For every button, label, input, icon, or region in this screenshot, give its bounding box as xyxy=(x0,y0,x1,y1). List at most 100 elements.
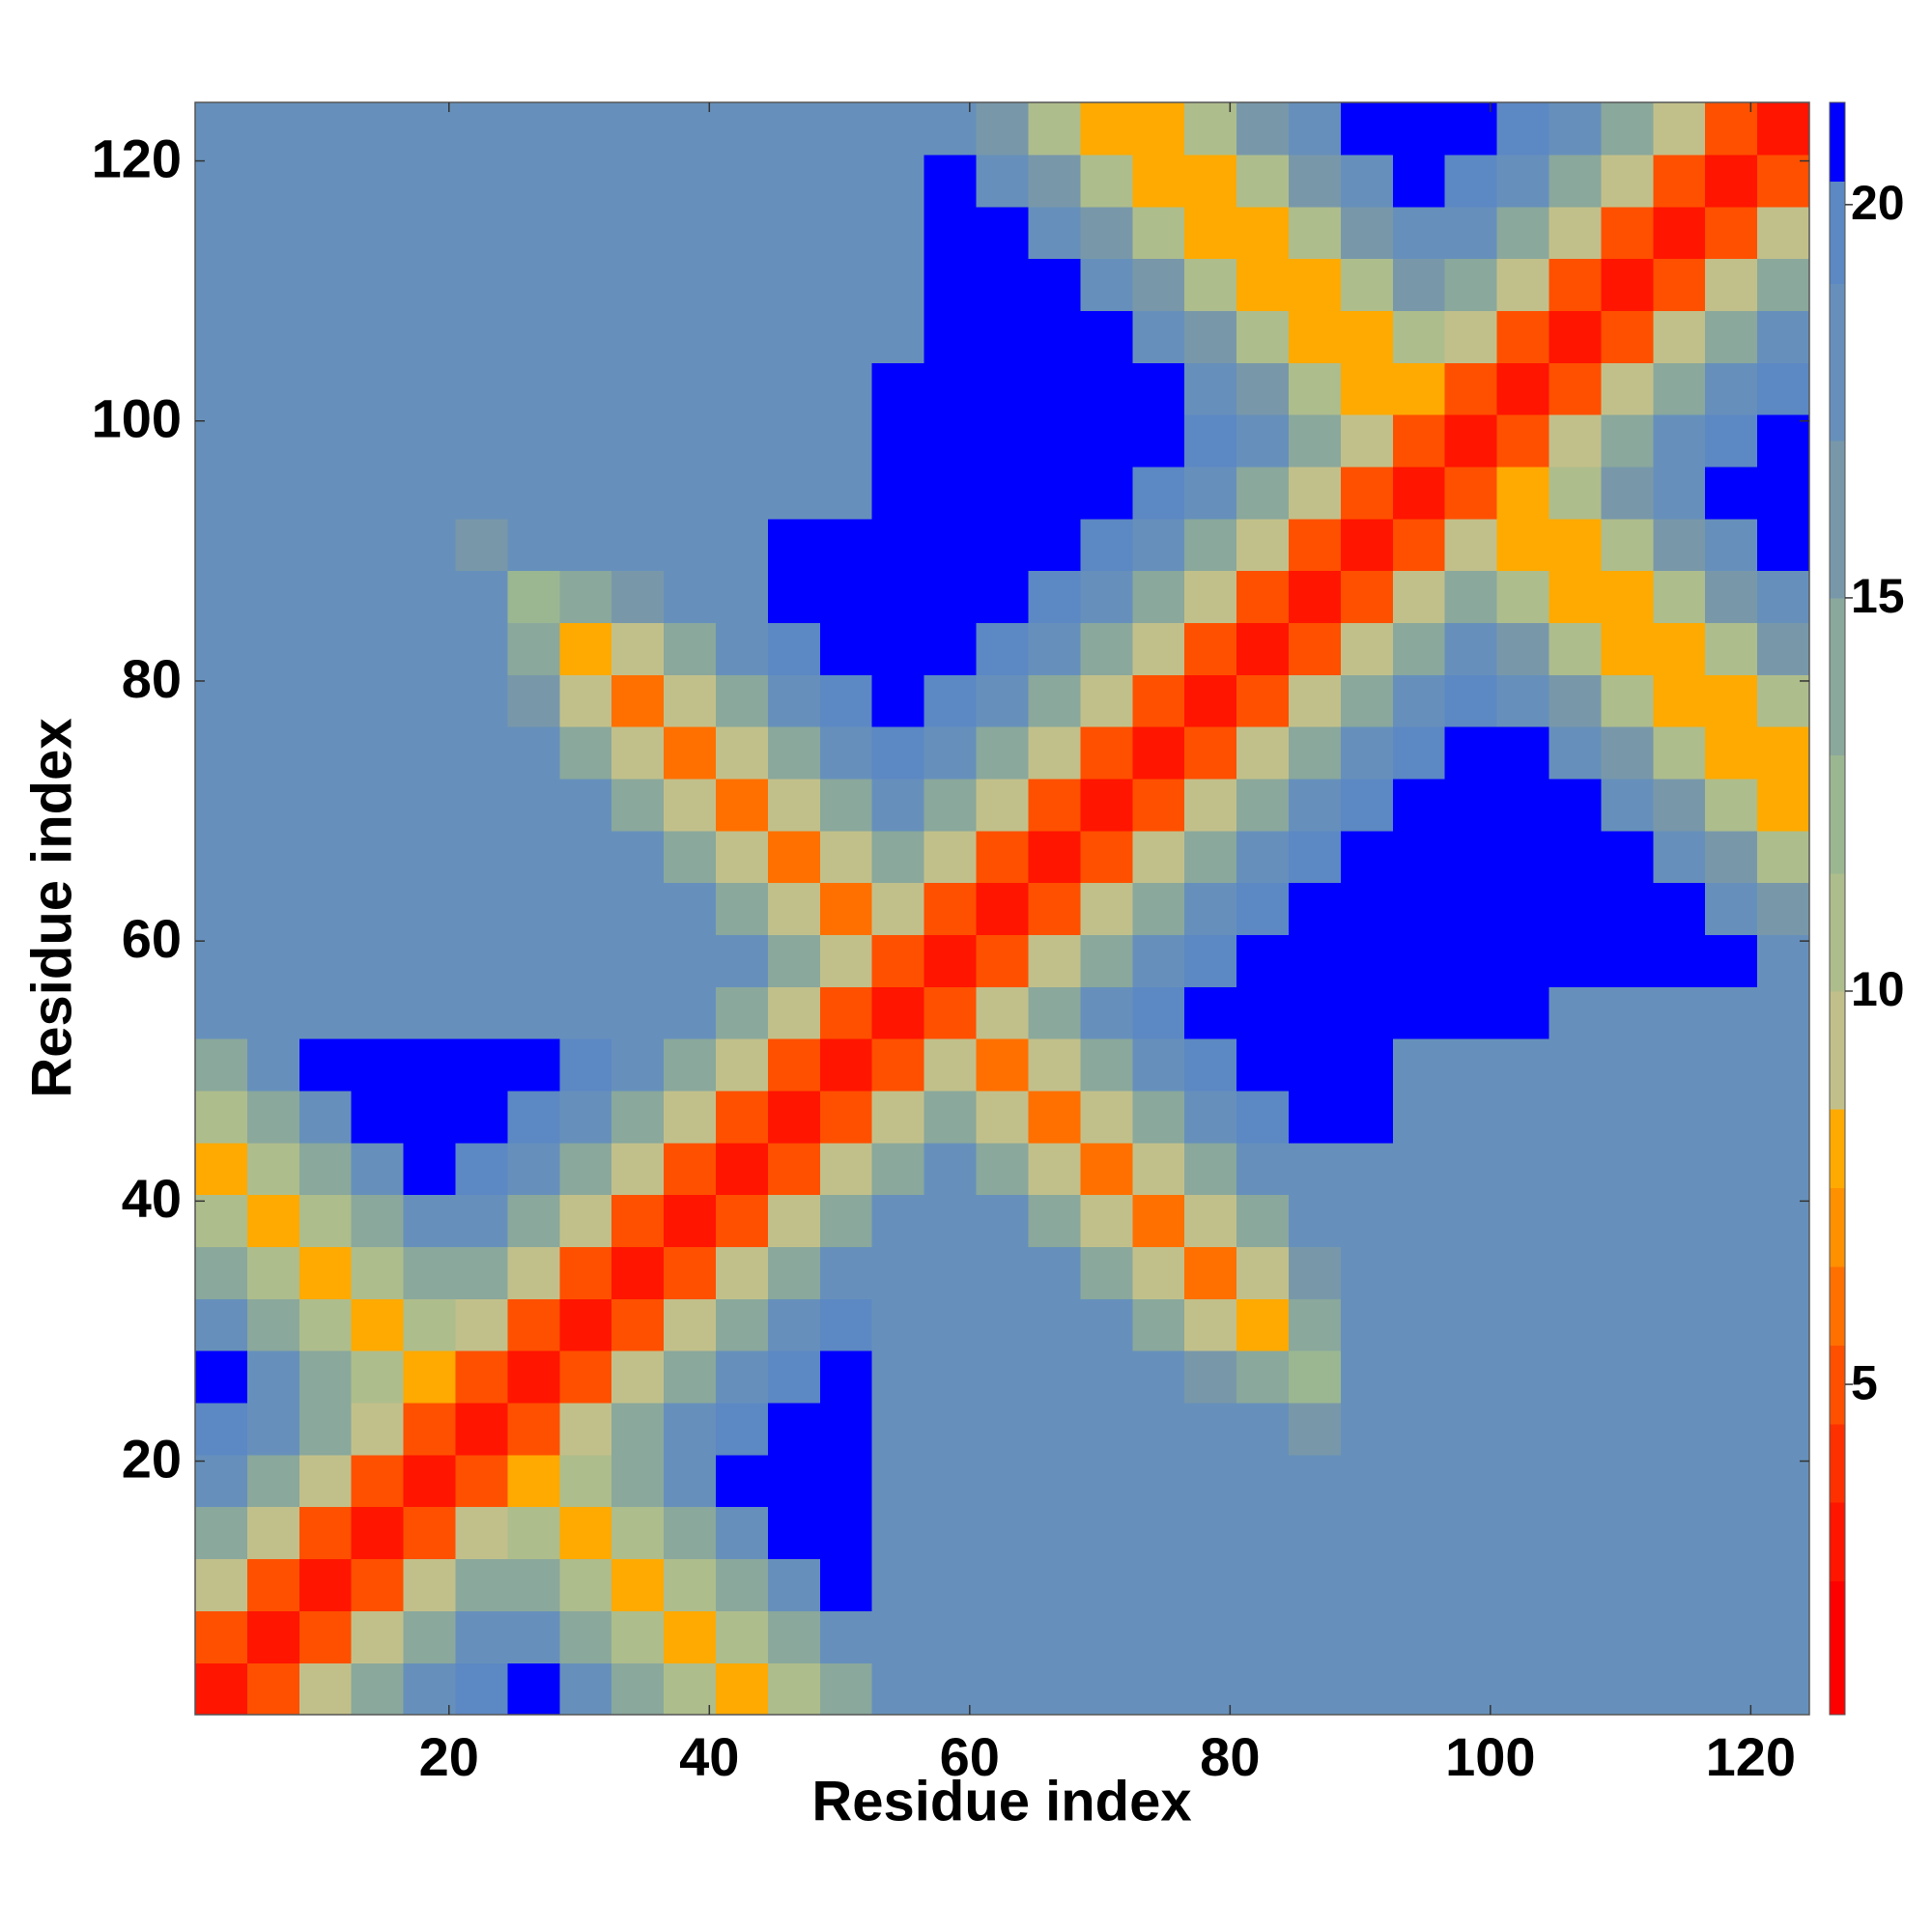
heatmap-cell xyxy=(507,1662,560,1716)
heatmap-cell xyxy=(1236,1246,1290,1299)
heatmap-cell xyxy=(664,1558,717,1611)
heatmap-cell xyxy=(1288,674,1342,727)
heatmap-cell xyxy=(1080,674,1133,727)
heatmap-cell xyxy=(298,1506,353,1560)
heatmap-cell xyxy=(1705,258,1758,311)
heatmap-cell xyxy=(1653,1350,1706,1404)
heatmap-cell xyxy=(1601,1090,1654,1144)
heatmap-cell xyxy=(1184,1246,1237,1299)
heatmap-cell xyxy=(1757,830,1810,884)
heatmap-cell xyxy=(871,778,925,832)
heatmap-cell xyxy=(1080,1142,1133,1196)
heatmap-cell xyxy=(767,1038,821,1092)
heatmap-cell xyxy=(1548,570,1602,623)
heatmap-cell xyxy=(1548,1090,1602,1144)
heatmap-cell xyxy=(1236,1558,1290,1611)
heatmap-cell xyxy=(403,726,457,780)
heatmap-cell xyxy=(195,1610,248,1663)
heatmap-cell xyxy=(195,1038,248,1092)
heatmap-cell xyxy=(1340,882,1394,936)
heatmap-cell xyxy=(664,1246,717,1299)
heatmap-cell xyxy=(1496,1662,1550,1716)
heatmap-cell xyxy=(1340,1090,1394,1144)
heatmap-cell xyxy=(1392,1610,1446,1663)
heatmap-cell xyxy=(455,1142,509,1196)
heatmap-cell xyxy=(1184,466,1237,520)
heatmap-cell xyxy=(246,414,300,468)
heatmap-cell xyxy=(1705,986,1758,1039)
heatmap-cell xyxy=(403,1038,457,1092)
heatmap-cell xyxy=(1184,882,1237,936)
heatmap-cell xyxy=(1601,778,1654,832)
heatmap-cell xyxy=(1288,258,1342,311)
heatmap-cell xyxy=(507,102,560,156)
heatmap-cell xyxy=(1080,778,1133,832)
heatmap-cell xyxy=(507,1298,560,1351)
heatmap-cell xyxy=(1080,1194,1133,1248)
heatmap-cell xyxy=(1132,154,1185,208)
heatmap-cell xyxy=(1080,882,1133,936)
heatmap-cell xyxy=(1601,1246,1654,1299)
heatmap-cell xyxy=(559,830,612,884)
heatmap-cell xyxy=(1340,102,1394,156)
heatmap-cell xyxy=(1444,102,1498,156)
y-tick-label: 100 xyxy=(92,388,182,449)
heatmap-cell xyxy=(611,1558,665,1611)
heatmap-cell xyxy=(246,674,300,727)
heatmap-cell xyxy=(403,622,457,675)
heatmap-cell xyxy=(1705,1662,1758,1716)
heatmap-cell xyxy=(507,1194,560,1248)
heatmap-cell xyxy=(1653,934,1706,987)
heatmap-cell xyxy=(195,882,248,936)
heatmap-cell xyxy=(559,1558,612,1611)
heatmap-cell xyxy=(1392,1038,1446,1092)
heatmap-cell xyxy=(1288,1246,1342,1299)
heatmap-cell xyxy=(1496,726,1550,780)
heatmap-cell xyxy=(1288,1610,1342,1663)
heatmap-cell xyxy=(1340,934,1394,987)
heatmap-cell xyxy=(1653,1090,1706,1144)
heatmap-cell xyxy=(611,1038,665,1092)
heatmap-cell xyxy=(1288,934,1342,987)
heatmap-cell xyxy=(403,1558,457,1611)
heatmap-cell xyxy=(1028,1298,1081,1351)
heatmap-cell xyxy=(923,206,978,260)
heatmap-cell xyxy=(871,1194,925,1248)
heatmap-cell xyxy=(195,1298,248,1351)
heatmap-cell xyxy=(351,518,405,572)
heatmap-cell xyxy=(871,1298,925,1351)
heatmap-cell xyxy=(559,362,612,415)
heatmap-cell xyxy=(1340,310,1394,363)
heatmap-cell xyxy=(1236,726,1290,780)
heatmap-cell xyxy=(1080,1246,1133,1299)
heatmap-cell xyxy=(767,1090,821,1144)
heatmap-cell xyxy=(611,1194,665,1248)
heatmap-cell xyxy=(1653,518,1706,572)
heatmap-cell xyxy=(1653,570,1706,623)
heatmap-cell xyxy=(298,778,353,832)
heatmap-cell xyxy=(1184,1194,1237,1248)
heatmap-cell xyxy=(351,1298,405,1351)
heatmap-cell xyxy=(1392,518,1446,572)
heatmap-cell xyxy=(767,830,821,884)
heatmap-cell xyxy=(298,466,353,520)
heatmap-cell xyxy=(1288,102,1342,156)
heatmap-cell xyxy=(403,830,457,884)
heatmap-cell xyxy=(1705,570,1758,623)
heatmap-cell xyxy=(1601,1038,1654,1092)
heatmap-cell xyxy=(1184,1662,1237,1716)
heatmap-cell xyxy=(1392,258,1446,311)
heatmap-cell xyxy=(664,362,717,415)
heatmap-cell xyxy=(455,1090,509,1144)
heatmap-cell xyxy=(351,258,405,311)
heatmap-cell xyxy=(559,258,612,311)
heatmap-cell xyxy=(559,466,612,520)
heatmap-cell xyxy=(611,674,665,727)
heatmap-cell xyxy=(195,830,248,884)
heatmap-cell xyxy=(1236,674,1290,727)
heatmap-cell xyxy=(351,986,405,1039)
heatmap-cell xyxy=(767,154,821,208)
heatmap-cell xyxy=(1392,102,1446,156)
plot-frame xyxy=(194,101,1810,1716)
